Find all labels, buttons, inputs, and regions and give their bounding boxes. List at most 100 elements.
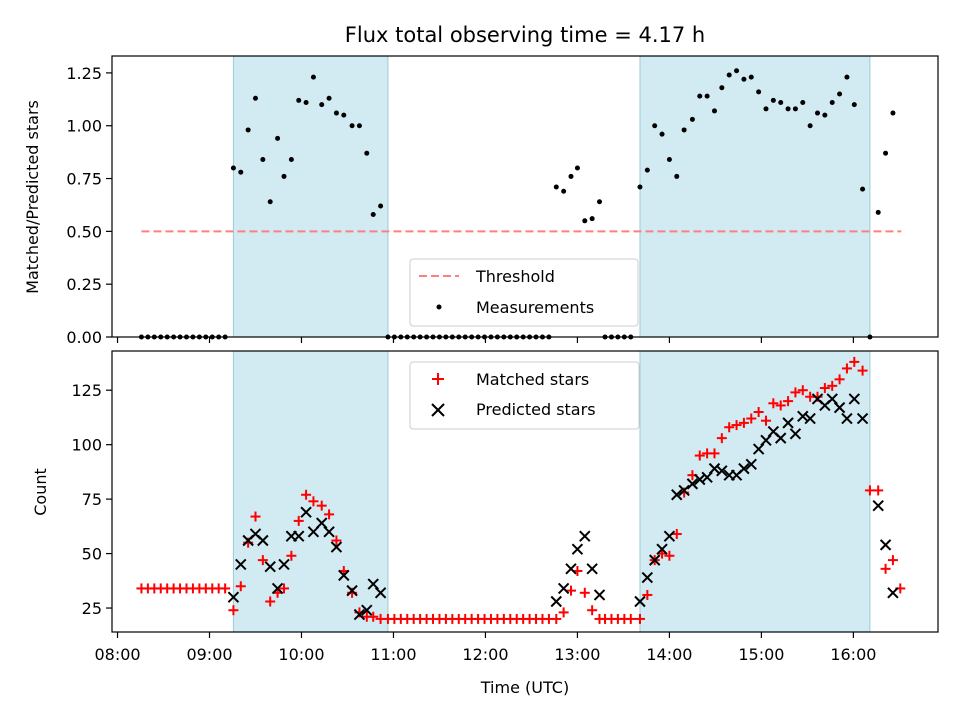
matched-star-point (709, 448, 720, 459)
predicted-star-point-b (872, 499, 884, 512)
predicted-star-point (278, 558, 290, 571)
matched-star-point (790, 387, 801, 398)
predicted-star-point-b (293, 530, 305, 542)
x-tick-label: 12:00 (462, 645, 508, 664)
y-tick-label: 0.25 (66, 275, 102, 294)
measurement-point (637, 184, 643, 190)
predicted-star-point (293, 530, 305, 542)
measurement-point (356, 123, 362, 129)
bottom-y-axis-label: Count (31, 468, 50, 516)
measurement-point (883, 150, 889, 156)
top-legend: Threshold Measurements (409, 258, 639, 327)
matched-star-point (841, 363, 852, 374)
matched-star-point (724, 422, 735, 433)
measurement-point (589, 216, 595, 222)
measurement-point (281, 173, 287, 179)
predicted-star-point (323, 526, 335, 538)
predicted-star-point-b (257, 534, 269, 547)
predicted-star-point-b (374, 587, 387, 599)
predicted-star-point (856, 412, 869, 425)
predicted-star-point-b (708, 462, 721, 475)
predicted-star-point (346, 584, 358, 597)
y-tick-label: 1.00 (66, 117, 102, 136)
measurement-point (860, 186, 866, 192)
predicted-star-point-b (738, 462, 750, 475)
predicted-star-point-b (775, 432, 787, 444)
measurement-point (349, 123, 355, 129)
predicted-star-point (257, 534, 269, 547)
predicted-star-point-b (641, 571, 654, 584)
predicted-star-point-b (338, 569, 350, 582)
predicted-star-point (330, 541, 343, 553)
matched-star-point (579, 587, 590, 598)
measurement-point (890, 110, 896, 116)
matched-star-point (331, 535, 342, 546)
predicted-star-point-b (634, 595, 646, 608)
y-tick-label: 25 (82, 599, 102, 618)
predicted-star-point-b (316, 517, 328, 529)
predicted-star-point (775, 432, 787, 444)
matched-star-point (873, 485, 884, 496)
measurement-point (574, 165, 580, 171)
measurement-point (245, 127, 251, 133)
bottom-panel-frame (111, 350, 939, 633)
predicted-star-point (586, 563, 598, 575)
predicted-star-point (797, 410, 809, 423)
x-tick-label: 14:00 (646, 645, 692, 664)
measurement-point (252, 95, 258, 101)
matched-star-point (220, 583, 231, 594)
predicted-star-point (374, 587, 387, 599)
measurement-point (296, 97, 302, 103)
x-tick-label: 10:00 (278, 645, 324, 664)
matched-star-point (316, 500, 327, 511)
y-tick-label: 125 (71, 381, 102, 400)
predicted-star-point (565, 563, 577, 575)
bottom-panel: 25 50 75 100 125 08:00 09:00 10:00 11:00 12:00 13… (31, 350, 939, 697)
predicted-star-point-b (782, 417, 794, 429)
predicted-star-point-b (856, 412, 869, 425)
matched-star-point (857, 365, 868, 376)
predicted-star-point (579, 530, 591, 542)
measurement-point (851, 102, 857, 108)
predicted-star-point-b (307, 526, 320, 538)
measurement-point (681, 127, 687, 133)
matched-star-point (783, 396, 794, 407)
matched-star-point (738, 417, 749, 428)
top-panel-frame (111, 55, 939, 338)
measurement-point (341, 112, 347, 118)
measurement-point (719, 85, 725, 91)
predicted-star-point (648, 554, 661, 566)
y-tick-label: 0.00 (66, 328, 102, 347)
predicted-star-point (841, 412, 853, 425)
predicted-star-point-b (789, 428, 802, 440)
measurement-point (238, 169, 244, 175)
predicted-star-point (745, 458, 757, 470)
matched-star-point (235, 581, 246, 592)
measurement-point (778, 99, 784, 105)
predicted-star-point-b (745, 458, 757, 470)
matched-star-point (694, 450, 705, 461)
measurement-point (756, 89, 762, 95)
measurement-point (378, 203, 384, 209)
predicted-star-point-b (811, 393, 824, 405)
measurement-point (763, 106, 769, 112)
matched-star-point (250, 511, 261, 522)
measurement-point (800, 99, 806, 105)
predicted-star-point-b (579, 530, 591, 542)
measurement-point (666, 157, 672, 163)
predicted-star-point (641, 571, 654, 584)
matched-star-point (753, 406, 764, 417)
matched-star-point (293, 515, 304, 526)
legend-matched-label: Matched stars (476, 370, 589, 389)
predicted-star-point-b (671, 489, 683, 501)
predicted-star-point (708, 462, 721, 475)
measurement-point (303, 99, 309, 105)
measurement-point (792, 106, 798, 112)
predicted-star-point-b (767, 425, 780, 438)
matched-star-point (265, 596, 276, 607)
measurement-point (275, 135, 281, 141)
predicted-star-point (271, 582, 284, 595)
matched-star-point (827, 380, 838, 391)
measurement-point (829, 99, 835, 105)
measurement-point (582, 218, 588, 224)
